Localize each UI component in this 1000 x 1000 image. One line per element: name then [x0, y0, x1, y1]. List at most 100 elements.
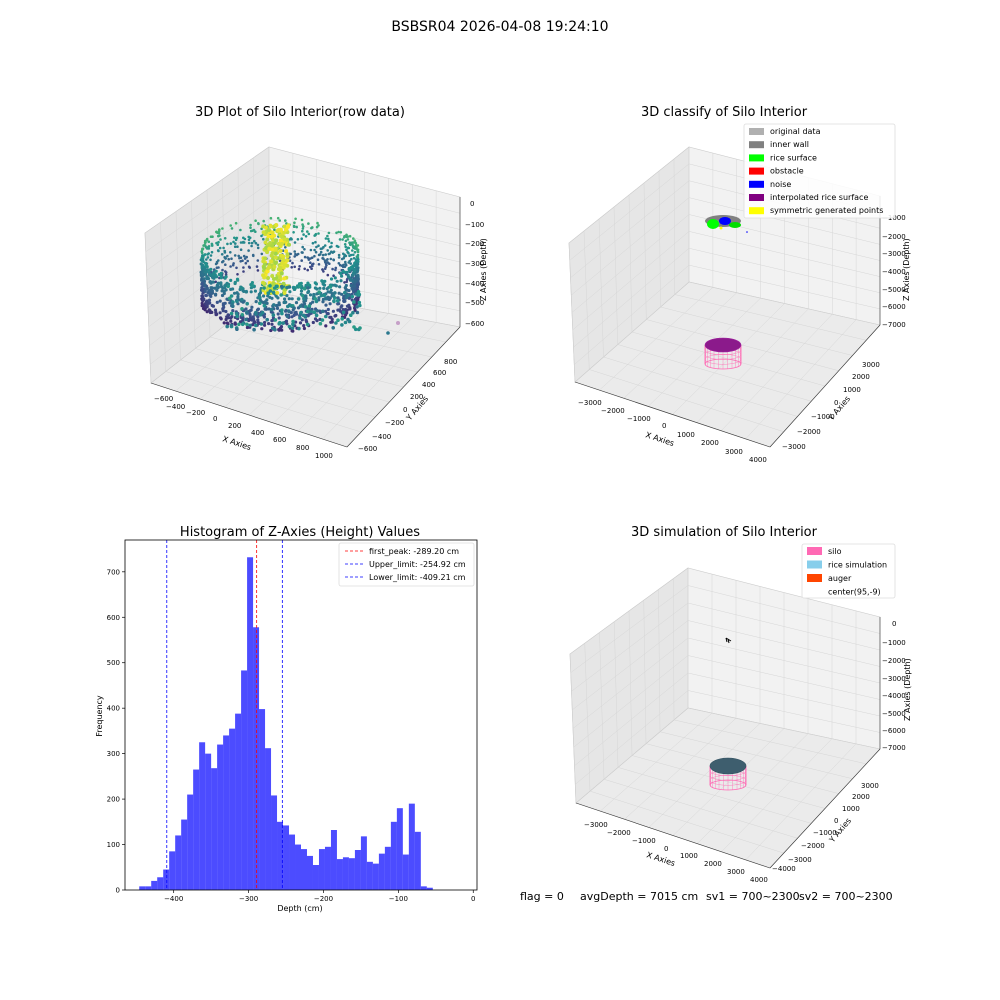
data-point [286, 224, 290, 229]
data-point [222, 259, 225, 263]
data-point [205, 237, 209, 241]
x-tick: 200 [228, 422, 241, 430]
histogram-bar [229, 728, 236, 890]
data-point [203, 243, 206, 247]
data-point [325, 312, 329, 316]
data-point [231, 309, 235, 313]
data-point [318, 321, 323, 326]
data-point [265, 250, 270, 255]
data-point [226, 254, 229, 258]
data-point [314, 282, 318, 286]
z-tick: −7000 [882, 744, 906, 752]
data-point [350, 294, 355, 299]
data-point [212, 276, 216, 280]
data-point [216, 231, 219, 235]
grid-line [322, 322, 437, 440]
histogram-bar [289, 834, 296, 890]
data-point [337, 262, 341, 265]
data-point [301, 227, 305, 230]
panel-classify: 3D classify of Silo Interior −3000 − [568, 105, 911, 464]
data-point [292, 306, 296, 310]
data-point [339, 279, 343, 283]
histogram-bar [348, 858, 355, 890]
x-tick: 3000 [727, 868, 745, 876]
data-point [215, 266, 219, 270]
data-point [206, 253, 209, 256]
y-tick: −3000 [788, 856, 812, 864]
data-point [214, 310, 218, 315]
status-sv1: sv1 = 700~2300 [706, 890, 800, 903]
y-tick: 400 [107, 705, 120, 713]
data-point [223, 237, 227, 240]
legend-label: symmetric generated points [770, 206, 883, 215]
data-point [336, 296, 340, 300]
data-point [233, 322, 237, 326]
data-point [323, 309, 328, 313]
data-point [247, 241, 251, 245]
data-point [205, 310, 209, 314]
z-tick: −1000 [882, 639, 906, 647]
data-point [273, 318, 278, 322]
z-tick: 0 [892, 620, 896, 628]
data-point [323, 259, 327, 262]
x-tick-labels: −3000 −2000 −1000 0 1000 2000 3000 4000 [578, 399, 767, 464]
data-point [213, 308, 218, 312]
data-point [313, 317, 318, 321]
data-point [268, 224, 273, 229]
data-point [301, 229, 304, 233]
data-point [345, 235, 348, 239]
data-point [325, 264, 328, 267]
data-point [356, 298, 360, 302]
data-point [267, 265, 272, 270]
data-point [294, 217, 297, 221]
histogram-bar [259, 709, 266, 890]
data-point [336, 318, 340, 323]
data-point [340, 317, 345, 321]
data-point [344, 263, 348, 267]
data-point [312, 310, 317, 315]
grid-line [745, 743, 857, 861]
data-point [270, 307, 274, 312]
data-point [303, 294, 308, 298]
data-point [342, 296, 346, 300]
z-tick: −400 [465, 280, 484, 288]
data-point [263, 323, 267, 327]
surface-cluster [705, 215, 748, 233]
data-point [273, 251, 278, 256]
data-point [227, 296, 232, 301]
data-point [319, 293, 324, 298]
data-point [205, 265, 209, 269]
data-point [245, 322, 249, 327]
histogram-bar [247, 557, 254, 890]
data-point [344, 295, 349, 300]
grid-line [572, 620, 689, 711]
data-point [209, 286, 213, 290]
data-point [322, 270, 325, 273]
data-point [287, 309, 291, 313]
data-point [282, 224, 287, 229]
data-point [325, 287, 329, 291]
data-point [324, 303, 328, 307]
data-point [263, 300, 267, 304]
data-point [296, 297, 301, 301]
data-point [262, 237, 265, 241]
data-point [201, 273, 205, 277]
data-point [253, 239, 256, 243]
data-point [256, 318, 260, 322]
data-point [350, 286, 354, 290]
data-point [348, 306, 352, 310]
data-point [329, 320, 333, 324]
data-point [278, 320, 282, 325]
x-tick: 0 [664, 845, 668, 853]
plot-frame [124, 539, 478, 891]
data-point [345, 304, 350, 308]
grid-line [721, 738, 833, 852]
x-tick: −3000 [584, 821, 608, 829]
grid-line [673, 158, 675, 295]
data-point [215, 288, 219, 292]
data-point [335, 299, 340, 303]
data-point [356, 253, 360, 257]
x-tick: −1000 [632, 837, 656, 845]
histogram-bar [390, 821, 397, 890]
histogram-bar [241, 670, 248, 890]
